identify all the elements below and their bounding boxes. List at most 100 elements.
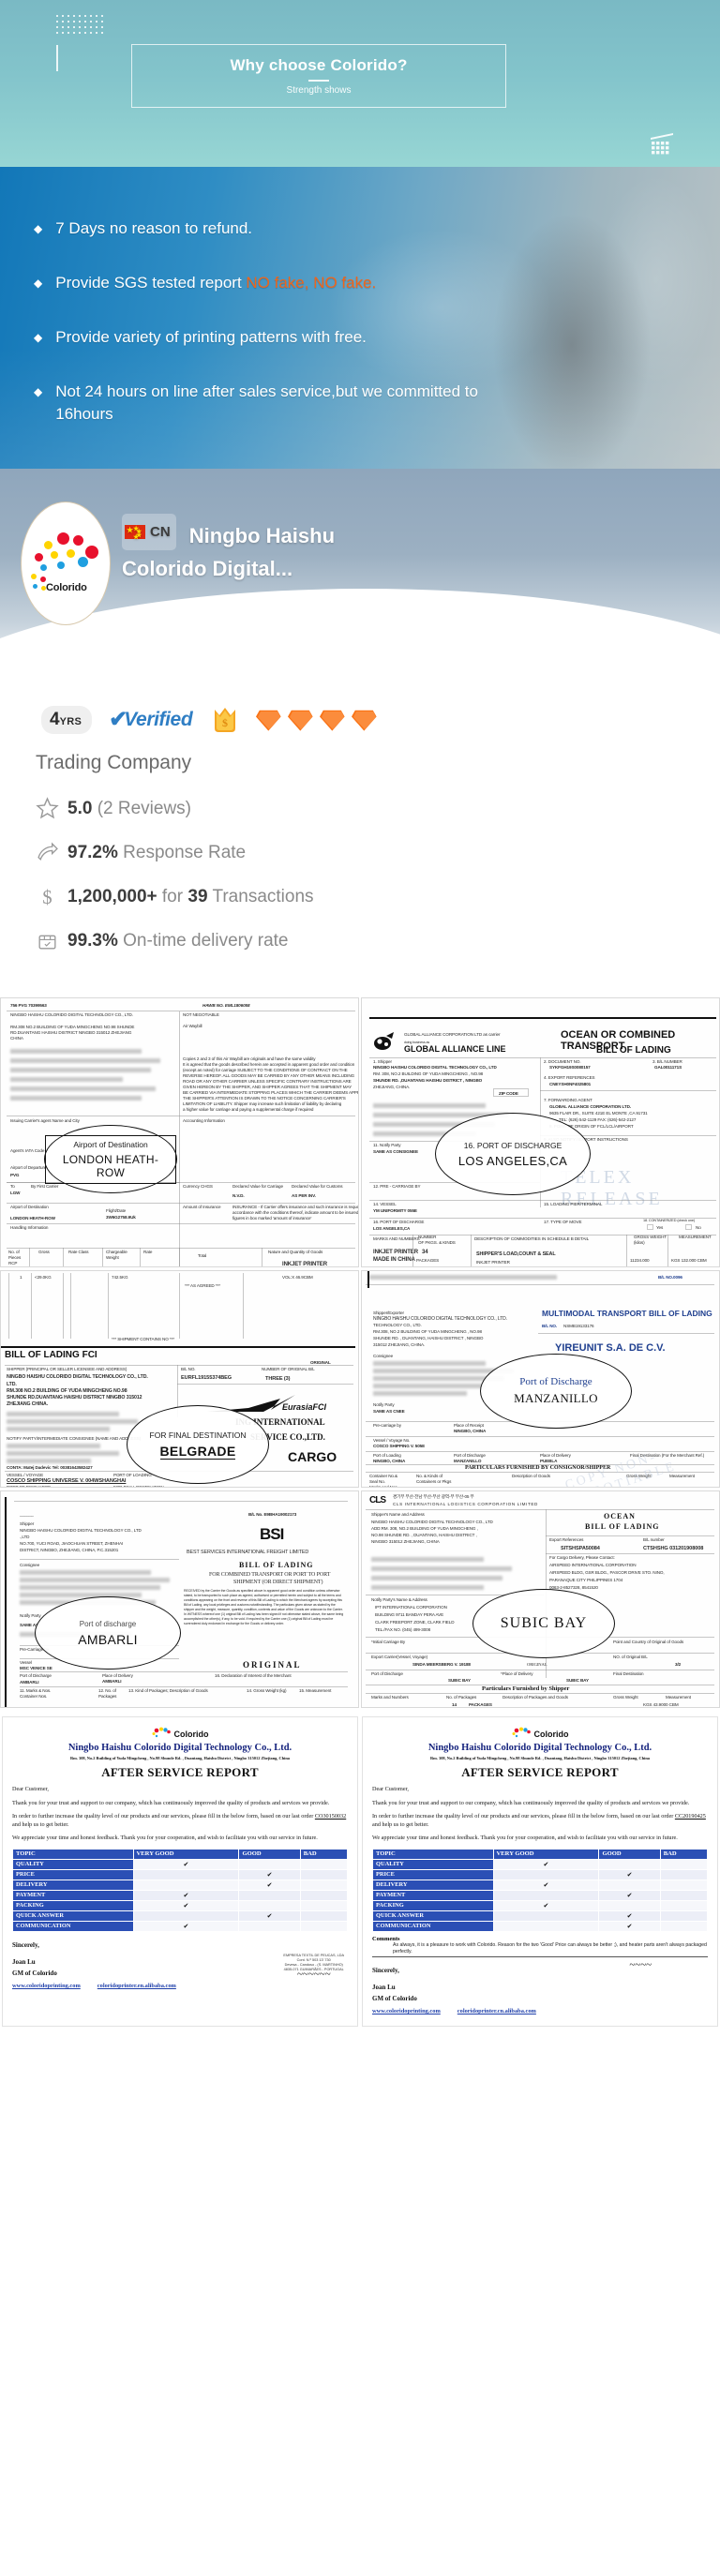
feedback-cell[interactable]: ✔: [238, 1879, 301, 1891]
col-good: GOOD: [238, 1848, 301, 1860]
report-website-link[interactable]: www.coloridoprinting.com: [12, 1982, 81, 1989]
signature-mark: ~~~~: [629, 1958, 652, 1970]
belgrade-originals: THREE (3): [265, 1376, 291, 1382]
manzanillo-pol: NINGBO, CHINA: [373, 1459, 406, 1463]
awb-header-left: 756 PVG 70399563: [10, 1003, 47, 1008]
document-row-3: ______ Shipper NINGBO HAISHU COLORIDO DI…: [0, 1490, 720, 1708]
feedback-cell[interactable]: [598, 1879, 661, 1891]
report-p2a: In order to further increase the quality…: [372, 1813, 675, 1820]
subic-export-ref: SITSHSPA50084: [561, 1546, 600, 1551]
verified-badge[interactable]: ✔ Verified: [109, 709, 193, 731]
report-links: www.coloridoprinting.com coloridoprinter…: [372, 2008, 708, 2014]
feedback-cell[interactable]: [492, 1889, 600, 1901]
feedback-cell[interactable]: ✔: [598, 1889, 661, 1901]
feedback-cell[interactable]: [132, 1910, 240, 1922]
feedback-cell[interactable]: [238, 1899, 301, 1911]
company-logo[interactable]: Colorido: [21, 502, 111, 625]
feedback-cell[interactable]: [659, 1889, 709, 1901]
feedback-cell[interactable]: [659, 1858, 709, 1870]
feedback-cell[interactable]: [659, 1868, 709, 1880]
subic-brand: CLS: [369, 1495, 386, 1505]
bol-carrier-name: GLOBAL ALLIANCE LINE: [404, 1044, 506, 1054]
company-name-line-2: Colorido Digital...: [122, 557, 293, 580]
manzanillo-pod: MANZANILLO: [454, 1459, 482, 1463]
after-service-report-left[interactable]: Colorido Ningbo Haishu Colorido Digital …: [2, 1716, 358, 2027]
feedback-cell[interactable]: ✔: [238, 1910, 301, 1922]
col-bad: BAD: [659, 1848, 709, 1860]
feedback-cell[interactable]: ✔: [132, 1920, 240, 1932]
document-bill-of-lading-ambarli[interactable]: ______ Shipper NINGBO HAISHU COLORIDO DI…: [0, 1490, 359, 1708]
country-code-label: CN: [150, 524, 171, 540]
feedback-cell[interactable]: [132, 1868, 240, 1880]
table-header-row: TOPIC VERY GOOD GOOD BAD: [372, 1848, 709, 1860]
feedback-cell[interactable]: ✔: [238, 1868, 301, 1880]
feedback-cell[interactable]: [299, 1910, 349, 1922]
document-ocean-bol-subic-bay[interactable]: CLS 경기부 부산-전남 부산-부산 광역-부 부산-05 부 CLS INT…: [361, 1490, 720, 1708]
feedback-cell[interactable]: [492, 1868, 600, 1880]
feedback-cell[interactable]: ✔: [492, 1899, 600, 1911]
feedback-cell[interactable]: [132, 1879, 240, 1891]
feedback-cell[interactable]: [238, 1889, 301, 1901]
page-title: Why choose Colorido?: [230, 55, 408, 74]
report-sincerely: Sincerely,: [12, 1940, 39, 1949]
feedback-topic: DELIVERY: [12, 1879, 134, 1891]
belgrade-original: ORIGINAL: [310, 1360, 331, 1365]
feedback-topic: PRICE: [372, 1868, 494, 1880]
years-badge[interactable]: 4 YRS: [41, 706, 93, 734]
feedback-cell[interactable]: ✔: [132, 1889, 240, 1901]
feedback-cell[interactable]: [299, 1858, 349, 1870]
feedback-cell[interactable]: ✔: [132, 1858, 240, 1870]
feedback-cell[interactable]: [299, 1920, 349, 1932]
feedback-cell[interactable]: ✔: [132, 1899, 240, 1911]
feedback-cell[interactable]: ✔: [492, 1858, 600, 1870]
feedback-cell[interactable]: [492, 1910, 600, 1922]
feedback-cell[interactable]: [299, 1899, 349, 1911]
report-comments: As always, it is a pleasure to work with…: [372, 1942, 708, 1957]
feedback-cell[interactable]: [299, 1889, 349, 1901]
feedback-topic: DELIVERY: [372, 1879, 494, 1891]
document-bill-of-lading-belgrade[interactable]: 1 <29.0KG 742.5KG *** AS AGREED *** VOL:…: [0, 1270, 359, 1488]
report-alibaba-link[interactable]: coloridoprinter.cn.alibaba.com: [457, 2007, 536, 2014]
belgrade-blno-label: B/L NO.: [181, 1367, 196, 1371]
document-bill-of-lading-los-angeles[interactable]: GLOBAL ALLIANCE CORPORATION LTD as carri…: [361, 997, 720, 1267]
report-alibaba-link[interactable]: coloridoprinter.en.alibaba.com: [97, 1982, 176, 1989]
feedback-topic: PACKING: [372, 1899, 494, 1911]
advantage-text-2-base: Provide SGS tested report: [55, 274, 247, 292]
feedback-cell[interactable]: ✔: [598, 1920, 661, 1932]
country-badge: ★ ★ ★ ★ ★ CN: [122, 514, 176, 550]
feedback-cell[interactable]: [659, 1899, 709, 1911]
report-signer-role: GM of Colorido: [372, 1994, 417, 2002]
feedback-cell[interactable]: [598, 1899, 661, 1911]
feedback-cell[interactable]: [659, 1879, 709, 1891]
feedback-cell[interactable]: [238, 1920, 301, 1932]
table-row: COMMUNICATION ✔: [12, 1920, 349, 1932]
feedback-topic: COMMUNICATION: [372, 1920, 494, 1932]
gold-supplier-crown-icon[interactable]: $: [213, 706, 237, 734]
stat-reviews: 5.0 (2 Reviews): [36, 797, 720, 820]
ambarli-subtitle-1: FOR COMBINED TRANSPORT OR PORT TO PORT: [209, 1572, 331, 1578]
after-service-report-right[interactable]: Colorido Ningbo Haishu Colorido Digital …: [362, 1716, 718, 2027]
document-multimodal-bol-manzanillo[interactable]: B/L NO.0096 Shipper/Exporter NINGBO HAIS…: [361, 1270, 720, 1488]
feedback-cell[interactable]: [598, 1858, 661, 1870]
feedback-cell[interactable]: ✔: [492, 1879, 600, 1891]
belgrade-callout-value: BELGRADE: [159, 1443, 236, 1460]
subic-particulars: Particulars Furnished by Shipper: [482, 1685, 570, 1692]
report-salutation: Dear Customer,: [12, 1786, 49, 1792]
feedback-cell[interactable]: [659, 1910, 709, 1922]
belgrade-vessel: COSCO SHIPPING UNIVERSE V. 004WSHANGHAI: [7, 1478, 127, 1484]
report-website-link[interactable]: www.coloridoprinting.com: [372, 2007, 441, 2014]
manzanillo-blno-label: B/L NO.: [542, 1324, 558, 1328]
feedback-topic: QUALITY: [372, 1858, 494, 1870]
feedback-cell[interactable]: ✔: [598, 1868, 661, 1880]
feedback-cell[interactable]: [299, 1868, 349, 1880]
company-name-block[interactable]: ★ ★ ★ ★ ★ CN Ningbo Haishu Colorido Digi…: [122, 514, 497, 585]
feedback-cell[interactable]: ✔: [598, 1910, 661, 1922]
feedback-cell[interactable]: [238, 1858, 301, 1870]
feedback-cell[interactable]: [492, 1920, 600, 1932]
report-logo-text: Colorido: [173, 1730, 209, 1739]
feedback-cell[interactable]: [299, 1879, 349, 1891]
stat-delivery-label: On-time delivery rate: [123, 930, 289, 951]
stats-list: 5.0 (2 Reviews) 97.2% Response Rate $ 1,…: [0, 774, 720, 997]
feedback-cell[interactable]: [659, 1920, 709, 1932]
document-air-waybill-london[interactable]: 756 PVG 70399563 HAWB NO. EML1806058 NIN…: [0, 997, 359, 1267]
